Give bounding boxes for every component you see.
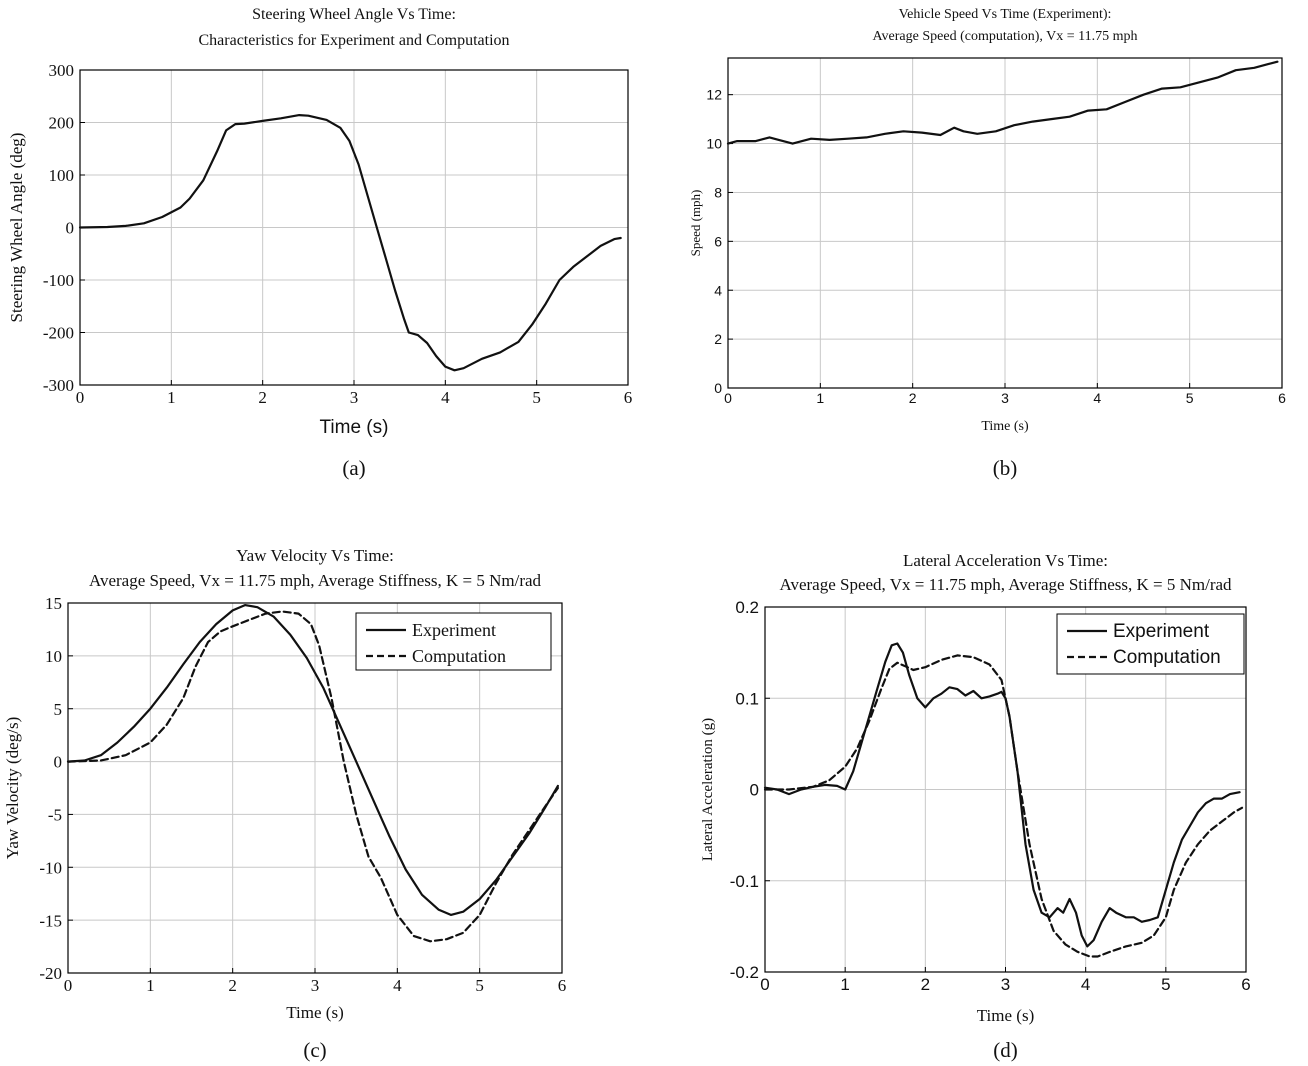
- x-axis-label: Time (s): [286, 1003, 343, 1022]
- x-tick-label: 2: [909, 390, 917, 406]
- x-axis-label: Time (s): [977, 1006, 1034, 1025]
- chart-panel-d: Lateral Acceleration Vs Time: Average Spe…: [700, 551, 1251, 1062]
- y-tick-label: 4: [714, 282, 722, 298]
- chart-panel-b: Vehicle Speed Vs Time (Experiment): Avera…: [688, 7, 1286, 480]
- y-tick-label: -10: [39, 858, 62, 877]
- chart-panel-a: Steering Wheel Angle Vs Time: Characteris…: [7, 6, 632, 480]
- series-line-main: [78, 113, 622, 372]
- series-line-computation: [66, 610, 560, 943]
- chart-title-a-2: Characteristics for Experiment and Compu…: [198, 32, 509, 49]
- x-tick-label: 1: [167, 388, 176, 407]
- panel-label-d: (d): [993, 1038, 1018, 1062]
- y-tick-label: 0: [750, 781, 759, 800]
- legend: Experiment Computation: [355, 612, 552, 671]
- y-tick-label: -5: [48, 806, 62, 825]
- y-tick-label: -300: [43, 376, 74, 395]
- x-tick-label: 4: [1081, 975, 1090, 994]
- x-tick-label: 1: [816, 390, 824, 406]
- x-tick-label: 5: [1161, 975, 1170, 994]
- y-tick-label: 12: [706, 87, 722, 103]
- x-tick-label: 4: [441, 388, 450, 407]
- legend-label-computation: Computation: [1113, 647, 1221, 668]
- x-tick-label: 1: [146, 976, 155, 995]
- legend-label-computation: Computation: [412, 646, 506, 666]
- y-tick-label: 100: [49, 166, 75, 185]
- y-tick-label: -20: [39, 964, 62, 983]
- chart-title-b-2: Average Speed (computation), Vx = 11.75 …: [872, 29, 1137, 44]
- y-tick-label: 15: [45, 594, 62, 613]
- x-tick-label: 3: [1001, 390, 1009, 406]
- legend-label-experiment: Experiment: [412, 620, 496, 640]
- y-tick-label: -0.1: [730, 872, 759, 891]
- y-tick-label: 0.1: [735, 689, 759, 708]
- chart-title-c-1: Yaw Velocity Vs Time:: [236, 546, 394, 565]
- chart-title-c-2: Average Speed, Vx = 11.75 mph, Average S…: [89, 571, 542, 590]
- y-tick-label: 300: [49, 61, 75, 80]
- y-tick-label: -200: [43, 324, 74, 343]
- y-tick-label: 8: [714, 184, 722, 200]
- chart-panel-c: Yaw Velocity Vs Time: Average Speed, Vx =…: [3, 546, 566, 1062]
- series-line-computation: [763, 654, 1244, 958]
- y-tick-label: 10: [45, 647, 62, 666]
- x-tick-label: 0: [760, 975, 769, 994]
- x-tick-label: 5: [1186, 390, 1194, 406]
- panel-label-c: (c): [303, 1038, 326, 1062]
- x-tick-label: 3: [350, 388, 359, 407]
- x-tick-label: 6: [558, 976, 567, 995]
- x-axis-label: Time (s): [320, 417, 389, 438]
- x-tick-label: 4: [1093, 390, 1101, 406]
- x-tick-label: 3: [311, 976, 320, 995]
- y-tick-label: -0.2: [730, 963, 759, 982]
- y-tick-label: 5: [54, 700, 63, 719]
- chart-title-d-1: Lateral Acceleration Vs Time:: [903, 551, 1108, 570]
- y-axis-label: Steering Wheel Angle (deg): [7, 133, 26, 323]
- y-tick-label: 0: [54, 753, 63, 772]
- y-tick-label: 6: [714, 233, 722, 249]
- x-tick-label: 6: [1278, 390, 1286, 406]
- chart-title-a-1: Steering Wheel Angle Vs Time:: [252, 6, 456, 23]
- y-tick-label: -100: [43, 271, 74, 290]
- y-tick-label: 0: [714, 380, 722, 396]
- x-tick-label: 0: [724, 390, 732, 406]
- x-tick-label: 4: [393, 976, 402, 995]
- series-line-experiment: [763, 642, 1241, 948]
- legend-box: [355, 612, 552, 671]
- y-tick-label: 10: [706, 136, 722, 152]
- x-tick-label: 0: [76, 388, 85, 407]
- y-axis-label: Speed (mph): [688, 190, 703, 257]
- x-tick-label: 2: [258, 388, 267, 407]
- series-line-main: [726, 60, 1279, 145]
- x-tick-label: 3: [1001, 975, 1010, 994]
- x-tick-label: 2: [228, 976, 237, 995]
- legend-label-experiment: Experiment: [1113, 621, 1210, 642]
- legend-box: [1056, 613, 1245, 675]
- x-tick-label: 5: [532, 388, 541, 407]
- panel-label-b: (b): [993, 456, 1018, 480]
- chart-title-b-1: Vehicle Speed Vs Time (Experiment):: [899, 7, 1112, 22]
- y-axis-label: Lateral Acceleration (g): [700, 718, 716, 861]
- y-axis-label: Yaw Velocity (deg/s): [3, 717, 22, 859]
- x-axis-label: Time (s): [981, 419, 1029, 434]
- x-tick-label: 5: [475, 976, 484, 995]
- y-tick-label: -15: [39, 911, 62, 930]
- x-tick-label: 0: [64, 976, 73, 995]
- x-tick-label: 2: [921, 975, 930, 994]
- legend: Experiment Computation: [1056, 613, 1245, 675]
- y-tick-label: 200: [49, 114, 75, 133]
- x-tick-label: 1: [840, 975, 849, 994]
- x-tick-label: 6: [624, 388, 633, 407]
- series-line-experiment: [66, 603, 560, 917]
- chart-title-d-2: Average Speed, Vx = 11.75 mph, Average S…: [779, 575, 1232, 594]
- y-tick-label: 0: [66, 219, 75, 238]
- panel-label-a: (a): [342, 456, 365, 480]
- x-tick-label: 6: [1241, 975, 1250, 994]
- y-tick-label: 2: [714, 331, 722, 347]
- y-tick-label: 0.2: [735, 598, 759, 617]
